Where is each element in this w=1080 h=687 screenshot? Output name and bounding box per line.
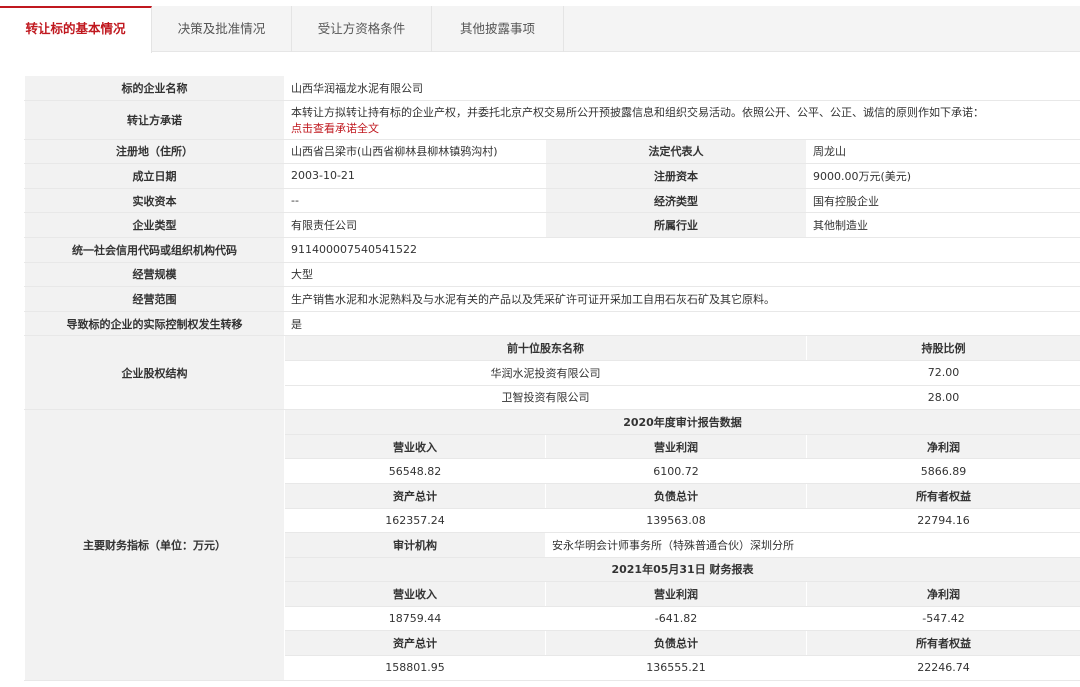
label: 成立日期 bbox=[24, 163, 285, 189]
label: 转让方承诺 bbox=[24, 99, 285, 140]
col-header: 所有者权益 bbox=[805, 482, 1080, 509]
view-promise-link[interactable]: 点击查看承诺全文 bbox=[291, 121, 379, 135]
company-name: 山西华润福龙水泥有限公司 bbox=[283, 75, 1080, 101]
col-header: 负债总计 bbox=[545, 482, 807, 509]
col-header: 营业收入 bbox=[284, 581, 546, 607]
col-header: 营业利润 bbox=[545, 433, 807, 460]
legal-rep: 周龙山 bbox=[805, 138, 1080, 165]
col-header: 负债总计 bbox=[545, 630, 807, 657]
tab-bar: 转让标的基本情况 决策及批准情况 受让方资格条件 其他披露事项 bbox=[0, 6, 1080, 53]
label: 统一社会信用代码或组织机构代码 bbox=[24, 236, 285, 263]
industry: 其他制造业 bbox=[805, 212, 1080, 238]
paid-capital: -- bbox=[284, 187, 546, 214]
tab-basic-info[interactable]: 转让标的基本情况 bbox=[0, 6, 152, 53]
value: 22246.74 bbox=[805, 655, 1080, 681]
col-header: 营业利润 bbox=[545, 581, 807, 607]
basic-info-table: 标的企业名称 山西华润福龙水泥有限公司 转让方承诺 本转让方拟转让持有标的企业产权，… bbox=[24, 75, 1080, 681]
shareholder-name: 华润水泥投资有限公司 bbox=[284, 359, 807, 386]
scope: 生产销售水泥和水泥熟料及与水泥有关的产品以及凭采矿许可证开采加工自用石灰石矿及其… bbox=[283, 286, 1080, 312]
label: 所属行业 bbox=[545, 212, 807, 238]
section-title: 2021年05月31日 财务报表 bbox=[283, 556, 1080, 583]
label: 企业股权结构 bbox=[24, 335, 285, 411]
ent-type: 有限责任公司 bbox=[284, 212, 546, 238]
label: 法定代表人 bbox=[545, 138, 807, 165]
label: 注册资本 bbox=[545, 163, 807, 189]
tab-decision-approval[interactable]: 决策及批准情况 bbox=[152, 6, 292, 52]
label: 实收资本 bbox=[24, 187, 285, 214]
value: 158801.95 bbox=[284, 655, 546, 681]
col-header: 前十位股东名称 bbox=[284, 335, 807, 361]
founded: 2003-10-21 bbox=[284, 163, 546, 189]
label: 经营范围 bbox=[24, 286, 285, 312]
label: 经营规模 bbox=[24, 261, 285, 288]
label: 主要财务指标（单位：万元） bbox=[24, 409, 285, 681]
auditor-label: 审计机构 bbox=[284, 532, 546, 558]
shareholder-name: 卫智投资有限公司 bbox=[284, 384, 807, 411]
value: 5866.89 bbox=[805, 458, 1080, 484]
tab-other-disclosures[interactable]: 其他披露事项 bbox=[432, 6, 564, 52]
shareholder-ratio: 28.00 bbox=[805, 384, 1080, 411]
col-header: 营业收入 bbox=[284, 433, 546, 460]
value: 6100.72 bbox=[545, 458, 807, 484]
reg-capital: 9000.00万元(美元) bbox=[805, 163, 1080, 189]
address: 山西省吕梁市(山西省柳林县柳林镇鸦沟村) bbox=[284, 138, 546, 165]
value: -547.42 bbox=[805, 605, 1080, 632]
scale: 大型 bbox=[283, 261, 1080, 288]
value: 18759.44 bbox=[284, 605, 546, 632]
col-header: 所有者权益 bbox=[805, 630, 1080, 657]
value: 136555.21 bbox=[545, 655, 807, 681]
value: 139563.08 bbox=[545, 507, 807, 534]
promise-cell: 本转让方拟转让持有标的企业产权，并委托北京产权交易所公开预披露信息和组织交易活动… bbox=[283, 99, 1080, 140]
col-header: 净利润 bbox=[805, 433, 1080, 460]
value: 56548.82 bbox=[284, 458, 546, 484]
col-header: 资产总计 bbox=[284, 630, 546, 657]
shareholder-ratio: 72.00 bbox=[805, 359, 1080, 386]
label: 企业类型 bbox=[24, 212, 285, 238]
econ-type: 国有控股企业 bbox=[805, 187, 1080, 214]
promise-text: 本转让方拟转让持有标的企业产权，并委托北京产权交易所公开预披露信息和组织交易活动… bbox=[291, 105, 984, 119]
label: 导致标的企业的实际控制权发生转移 bbox=[24, 310, 285, 337]
col-header: 持股比例 bbox=[805, 335, 1080, 361]
auditor: 安永华明会计师事务所（特殊普通合伙）深圳分所 bbox=[544, 532, 1080, 558]
col-header: 净利润 bbox=[805, 581, 1080, 607]
label: 标的企业名称 bbox=[24, 75, 285, 101]
control-transfer: 是 bbox=[283, 310, 1080, 337]
label: 经济类型 bbox=[545, 187, 807, 214]
col-header: 资产总计 bbox=[284, 482, 546, 509]
value: 22794.16 bbox=[805, 507, 1080, 534]
credit-code: 911400007540541522 bbox=[283, 236, 1080, 263]
tab-buyer-qualification[interactable]: 受让方资格条件 bbox=[292, 6, 432, 52]
section-title: 2020年度审计报告数据 bbox=[283, 409, 1080, 435]
label: 注册地（住所） bbox=[24, 138, 285, 165]
value: 162357.24 bbox=[284, 507, 546, 534]
value: -641.82 bbox=[545, 605, 807, 632]
